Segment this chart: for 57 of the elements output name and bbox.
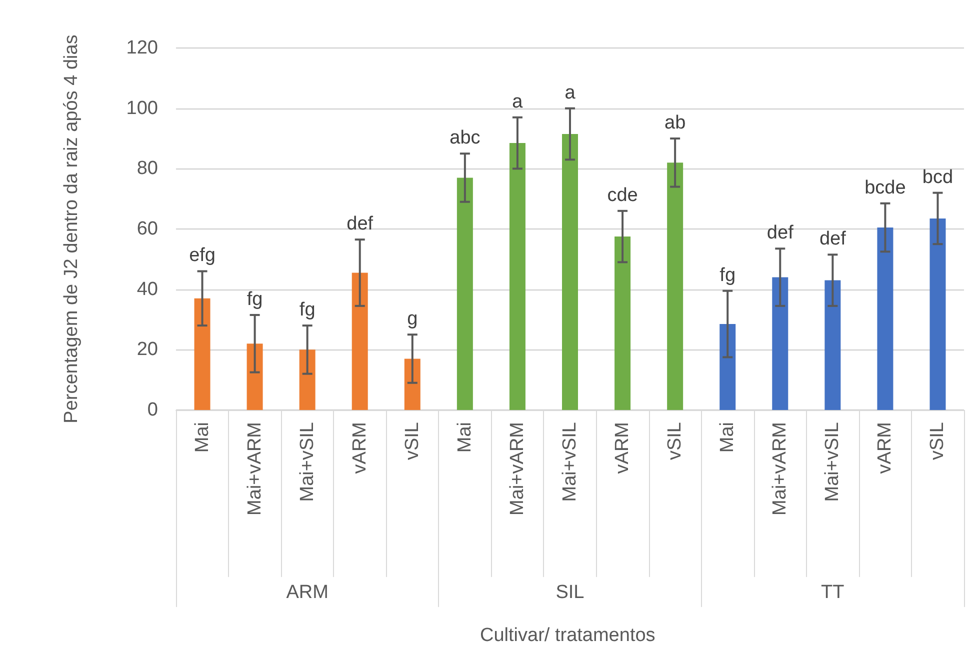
bar bbox=[930, 218, 946, 410]
x-tick-label: Mai+vSIL bbox=[296, 422, 318, 502]
data-label: fg bbox=[246, 288, 263, 310]
x-tick-label: Mai+vARM bbox=[244, 422, 266, 516]
bar bbox=[720, 324, 736, 410]
x-tick-label: Mai+vARM bbox=[770, 422, 791, 516]
data-label: bcd bbox=[922, 166, 954, 188]
bar bbox=[194, 298, 210, 410]
x-tick-label: Mai+vSIL bbox=[822, 422, 844, 502]
y-tick-label: 120 bbox=[126, 38, 158, 58]
x-tick-label: vSIL bbox=[664, 422, 686, 460]
data-label: def bbox=[819, 228, 847, 250]
data-label: a bbox=[512, 91, 524, 112]
bar bbox=[562, 134, 578, 410]
x-tick-label: Mai bbox=[717, 422, 738, 453]
x-tick-label: vSIL bbox=[402, 422, 423, 460]
text: Cultivar/ tratamentos bbox=[480, 625, 656, 646]
x-tick-label: Mai bbox=[192, 422, 213, 453]
data-label: efg bbox=[189, 245, 216, 266]
x-tick-label: Mai+vARM bbox=[506, 422, 528, 516]
y-tick-label: 80 bbox=[136, 158, 158, 180]
x-tick-label: Mai+vSIL bbox=[560, 422, 580, 502]
bar bbox=[404, 358, 420, 410]
data-label: cde bbox=[607, 184, 638, 206]
text: ARM bbox=[286, 582, 328, 603]
bar bbox=[509, 143, 526, 410]
y-axis-title: Percentagem de J2 dentro da raiz após 4 dias bbox=[61, 34, 82, 424]
data-label: abc bbox=[450, 128, 480, 149]
data-label: def bbox=[346, 214, 374, 235]
bar bbox=[246, 344, 263, 410]
data-label: fg bbox=[720, 264, 736, 286]
y-tick-label: 100 bbox=[126, 98, 158, 119]
y-tick-label: 60 bbox=[136, 218, 158, 240]
x-tick-label: vARM bbox=[874, 422, 896, 474]
data-label: g bbox=[407, 308, 418, 330]
bar bbox=[352, 272, 368, 410]
y-tick-label: 20 bbox=[136, 339, 158, 360]
bar bbox=[877, 227, 894, 410]
data-label: def bbox=[766, 222, 794, 244]
bar bbox=[824, 280, 841, 410]
data-label: bcde bbox=[864, 177, 906, 198]
text: SIL bbox=[556, 582, 584, 603]
data-label: a bbox=[564, 82, 576, 104]
data-label: ab bbox=[664, 112, 686, 134]
data-label: fg bbox=[299, 300, 316, 321]
x-tick-label: vARM bbox=[349, 422, 370, 474]
y-tick-label: 40 bbox=[136, 278, 158, 300]
text: TT bbox=[821, 582, 845, 603]
bar bbox=[772, 277, 788, 410]
bar bbox=[456, 178, 473, 410]
bar bbox=[299, 350, 316, 410]
bar bbox=[614, 236, 631, 410]
x-tick-label: Mai bbox=[454, 422, 476, 453]
x-tick-label: vSIL bbox=[927, 422, 948, 460]
y-tick-label: 0 bbox=[147, 400, 158, 420]
bar bbox=[667, 162, 684, 410]
x-tick-label: vARM bbox=[612, 422, 634, 474]
